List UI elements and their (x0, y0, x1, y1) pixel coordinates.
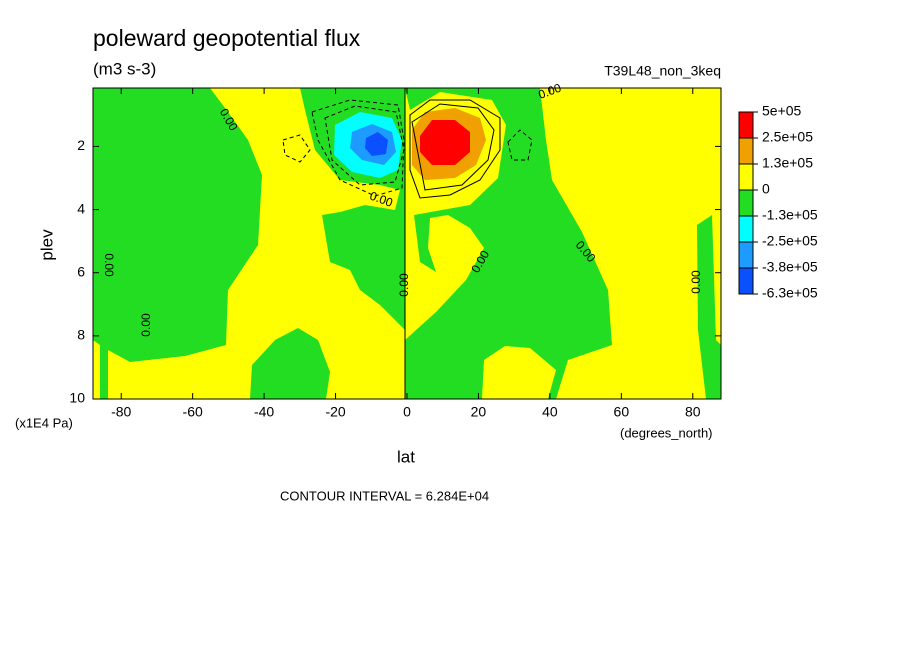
colorbar-label: 5e+05 (762, 103, 802, 119)
field-green (250, 328, 330, 399)
y-tick-label: 6 (77, 263, 85, 279)
contour-line (282, 129, 533, 163)
x-axis-label: lat (397, 447, 415, 466)
colorbar-swatch (738, 137, 754, 165)
contour-label: 0.00 (689, 270, 703, 294)
x-tick-label: -60 (183, 404, 203, 420)
field-yellow (482, 346, 556, 399)
colorbar-label: -3.8e+05 (762, 259, 818, 275)
y-tick-label: 10 (69, 390, 85, 406)
dataset-label: T39L48_non_3keq (604, 63, 721, 79)
y-tick-label: 8 (77, 327, 85, 343)
field-green (93, 88, 262, 399)
contour-line (311, 99, 405, 197)
contour-label: 0.00 (102, 253, 116, 277)
colorbar-label: -6.3e+05 (762, 285, 818, 301)
y-tick-label: 2 (77, 137, 85, 153)
colorbar-label: 1.3e+05 (762, 155, 813, 171)
field-green (410, 88, 520, 100)
contour-interval: CONTOUR INTERVAL = 6.284E+04 (280, 488, 489, 503)
colorbar-swatch (738, 267, 754, 295)
field-green (108, 215, 150, 360)
colorbar-swatch (738, 111, 754, 139)
x-tick-label: 20 (471, 404, 487, 420)
x-tick-label: -20 (325, 404, 345, 420)
colorbar-label: 0 (762, 181, 770, 197)
x-axis-units: (degrees_north) (620, 425, 713, 440)
y-axis-label: plev (37, 229, 56, 261)
field-red (420, 120, 470, 165)
x-tick-label: 40 (542, 404, 558, 420)
field-green (697, 215, 721, 399)
contour-label: 0.00 (139, 313, 153, 337)
colorbar-label: -1.3e+05 (762, 207, 818, 223)
colorbar-label: -2.5e+05 (762, 233, 818, 249)
colorbar-label: 2.5e+05 (762, 129, 813, 145)
x-tick-label: -40 (254, 404, 274, 420)
colorbar-swatch (738, 189, 754, 217)
contour-fill (92, 87, 722, 400)
y-axis-units: (x1E4 Pa) (15, 415, 73, 430)
field-blue (365, 132, 388, 156)
field-green (405, 88, 612, 399)
y-tick-label: 4 (77, 200, 85, 216)
colorbar-swatch (738, 163, 754, 191)
x-tick-label: 0 (403, 404, 411, 420)
x-tick-label: 80 (685, 404, 701, 420)
colorbar-swatch (738, 215, 754, 243)
contour-line (409, 99, 501, 199)
x-tick-label: -80 (111, 404, 131, 420)
chart-title: poleward geopotential flux (93, 25, 361, 51)
chart-subtitle: (m3 s-3) (93, 59, 156, 78)
colorbar-swatch (738, 241, 754, 269)
x-tick-label: 60 (614, 404, 630, 420)
contour-label: 0.00 (397, 273, 411, 297)
